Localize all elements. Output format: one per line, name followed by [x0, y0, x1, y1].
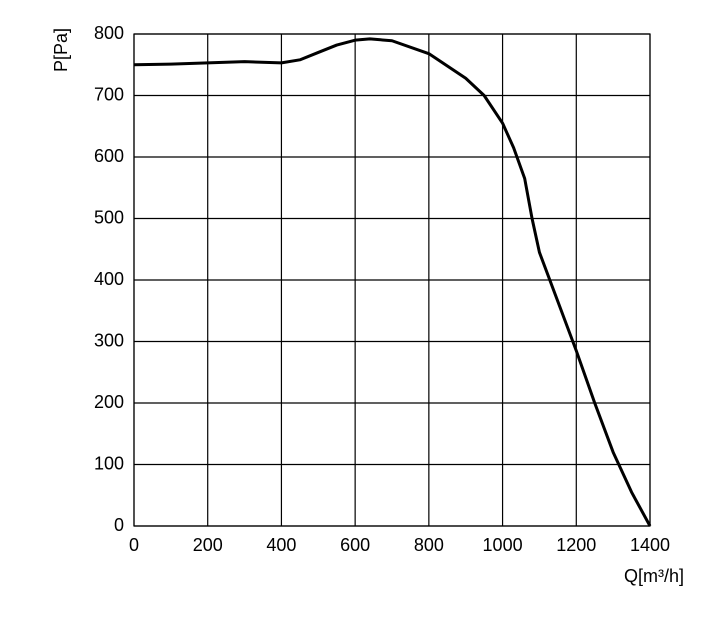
x-tick-label: 400 [266, 535, 296, 555]
x-tick-label: 600 [340, 535, 370, 555]
x-tick-label: 1000 [483, 535, 523, 555]
plot-frame [133, 33, 651, 527]
y-tick-label: 0 [114, 515, 124, 535]
x-tick-label: 1400 [630, 535, 670, 555]
curve [133, 37, 652, 527]
x-tick-label: 1200 [556, 535, 596, 555]
y-tick-label: 800 [94, 23, 124, 43]
y-axis-label: P[Pa] [51, 28, 71, 72]
x-tick-label: 200 [193, 535, 223, 555]
x-tick-label: 800 [414, 535, 444, 555]
y-tick-label: 500 [94, 207, 124, 227]
y-tick-label: 200 [94, 392, 124, 412]
y-tick-label: 100 [94, 453, 124, 473]
y-tick-label: 400 [94, 269, 124, 289]
x-tick-label: 0 [129, 535, 139, 555]
x-axis-label: Q[m³/h] [624, 566, 684, 586]
y-tick-label: 700 [94, 84, 124, 104]
y-tick-label: 300 [94, 330, 124, 350]
y-tick-label: 600 [94, 146, 124, 166]
